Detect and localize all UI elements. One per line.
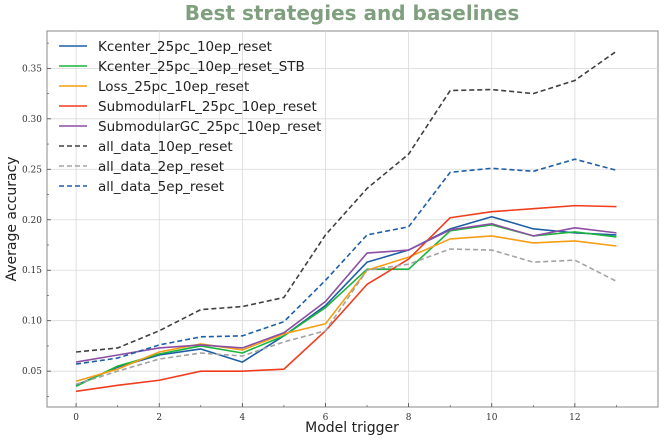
plot-area	[46, 30, 659, 408]
series-line-7	[75, 158, 617, 365]
series-lines	[75, 50, 617, 393]
legend-label-0: Kcenter_25pc_10ep_reset	[98, 39, 272, 55]
y-tick-label: 0.05	[22, 367, 42, 377]
x-tick-label: 8	[406, 413, 412, 423]
legend-label-3: SubmodularFL_25pc_10ep_reset	[98, 99, 317, 115]
x-tick-label: 6	[323, 413, 329, 423]
y-tick-label: 0.25	[22, 165, 42, 175]
chart-title: Best strategies and baselines	[185, 1, 520, 25]
series-line-2	[75, 235, 617, 383]
legend-label-1: Kcenter_25pc_10ep_reset_STB	[98, 59, 305, 75]
y-tick-label: 0.15	[22, 266, 42, 276]
legend-label-5: all_data_10ep_reset	[98, 139, 233, 155]
series-line-3	[75, 204, 617, 393]
series-line-4	[75, 222, 617, 363]
series-line-0	[75, 215, 617, 387]
x-tick-label: 2	[156, 413, 162, 423]
x-tick-label: 10	[486, 413, 498, 423]
y-tick-label: 0.20	[22, 216, 42, 226]
legend: Kcenter_25pc_10ep_reset Kcenter_25pc_10ep…	[59, 39, 321, 195]
legend-label-2: Loss_25pc_10ep_reset	[98, 79, 249, 95]
y-axis-ticks: 0.05 0.10 0.15 0.20 0.25 0.30 0.35	[22, 42, 51, 397]
legend-label-4: SubmodularGC_25pc_10ep_reset	[98, 119, 321, 135]
x-tick-label: 12	[569, 413, 580, 423]
y-tick-label: 0.35	[22, 64, 42, 74]
legend-label-6: all_data_2ep_reset	[98, 159, 224, 175]
legend-label-7: all_data_5ep_reset	[98, 179, 224, 195]
y-tick-label: 0.30	[22, 115, 42, 125]
y-tick-label: 0.10	[22, 317, 42, 327]
x-axis-ticks: 0 2 4 6 8 10 12	[73, 403, 617, 423]
series-line-5	[76, 50, 617, 353]
x-tick-label: 4	[239, 413, 245, 423]
x-axis-label: Model trigger	[305, 420, 399, 436]
y-axis-label: Average accuracy	[4, 156, 20, 281]
x-tick-label: 0	[73, 413, 79, 423]
